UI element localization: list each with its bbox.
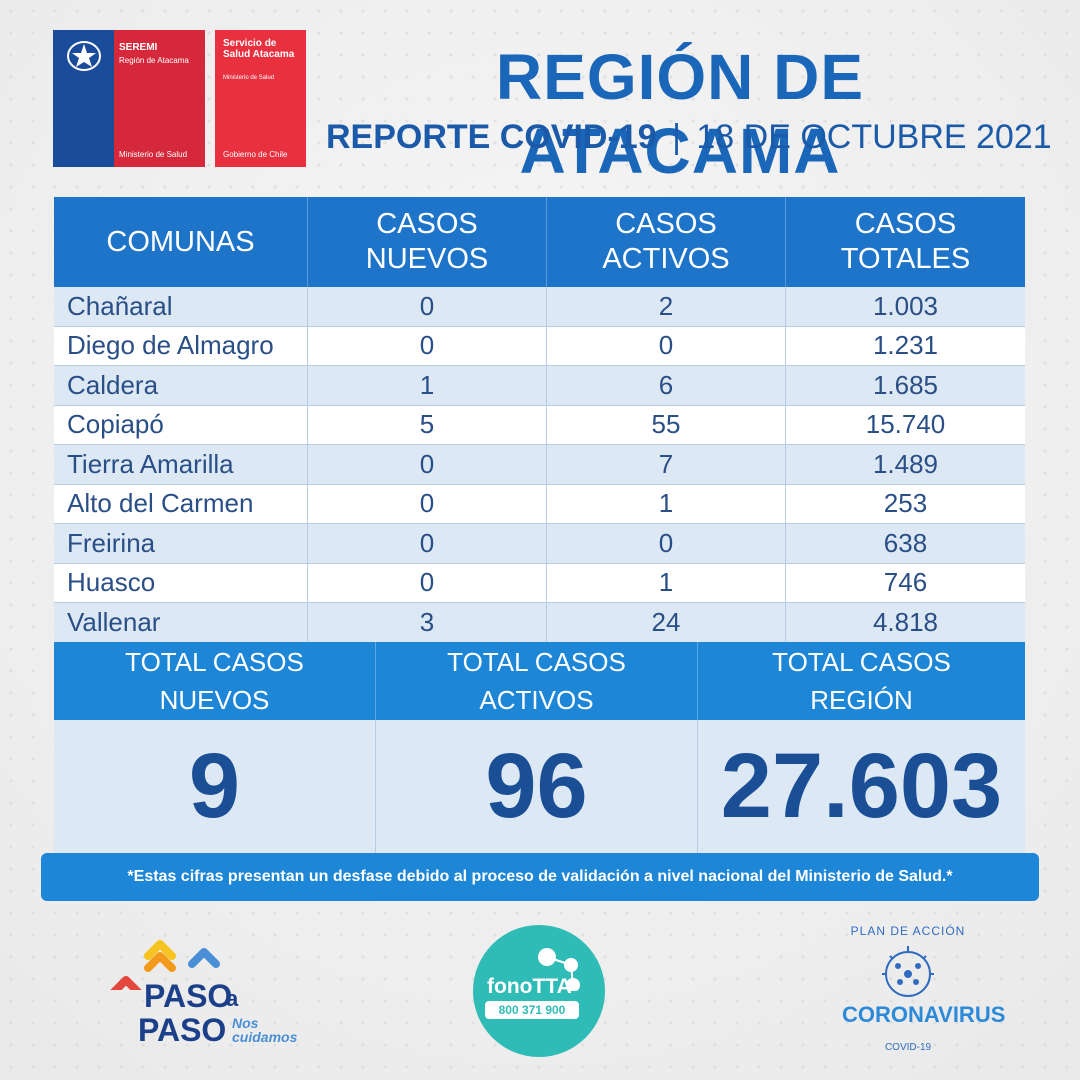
comuna-name: Freirina: [54, 524, 308, 563]
comuna-name: Tierra Amarilla: [54, 445, 308, 484]
casos-nuevos-cell: 0: [308, 484, 547, 523]
seremi-region: Región de Atacama: [119, 56, 189, 65]
casos-nuevos-cell: 0: [308, 445, 547, 484]
casos-totales-cell: 1.231: [872, 330, 939, 361]
col-casos-nuevos-label: CASOS NUEVOS: [365, 208, 489, 275]
plan-de-accion-text: PLAN DE ACCIÓN: [850, 924, 966, 938]
casos-nuevos-cell: 0: [308, 287, 547, 326]
report-date: 18 DE OCTUBRE 2021: [696, 118, 1052, 156]
total-region-value: 27.603: [720, 735, 1003, 837]
cuidamos-text: cuidamos: [232, 1029, 298, 1045]
totals-values: 9 96 27.603: [54, 720, 1025, 853]
servicio-gov: Gobierno de Chile: [223, 150, 288, 159]
paso-chevrons-icon: [110, 940, 220, 990]
total-activos-label-text: TOTAL CASOS ACTIVOS: [447, 647, 626, 715]
col-casos-activos-label: CASOS ACTIVOS: [602, 208, 730, 275]
col-comunas: COMUNAS: [54, 197, 308, 287]
casos-activos-cell: 1: [547, 563, 786, 602]
paso-a-paso-logo: PASO a PASO Nos cuidamos: [108, 930, 318, 1060]
table-row: Chañaral 0 2 1.003: [54, 287, 1025, 327]
total-region-label-text: TOTAL CASOS REGIÓN: [772, 647, 951, 715]
subtitle-separator: |: [672, 118, 681, 156]
casos-activos-cell: 24: [547, 603, 786, 642]
casos-totales-cell: 15.740: [865, 409, 946, 440]
total-nuevos-label: TOTAL CASOS NUEVOS: [54, 642, 376, 720]
casos-activos-cell: 0: [547, 326, 786, 365]
disclaimer-note: *Estas cifras presentan un desfase debid…: [41, 853, 1039, 901]
table-row: Diego de Almagro 0 0 1.231: [54, 326, 1025, 366]
table-row: Caldera 1 6 1.685: [54, 366, 1025, 406]
total-nuevos-label-text: TOTAL CASOS NUEVOS: [125, 647, 304, 715]
nos-cuidamos: Nos cuidamos: [232, 1016, 297, 1044]
coronavirus-text: CORONAVIRUS: [842, 1002, 1006, 1027]
casos-activos-cell: 2: [547, 287, 786, 326]
casos-activos-cell: 0: [547, 524, 786, 563]
total-activos-value: 96: [376, 720, 698, 853]
servicio-sub: Ministerio de Salud: [223, 75, 275, 81]
col-casos-totales-label: CASOS TOTALES: [840, 208, 971, 275]
casos-activos-cell: 6: [547, 366, 786, 405]
casos-activos-cell: 1: [547, 484, 786, 523]
table-row: Copiapó 5 55 15.740: [54, 405, 1025, 445]
casos-nuevos-cell: 0: [308, 326, 547, 365]
phone-network-icon: [538, 948, 580, 991]
seremi-logo: SEREMI Región de Atacama Ministerio de S…: [53, 30, 205, 167]
servicio-salud-logo: Servicio de Salud Atacama Ministerio de …: [215, 30, 306, 167]
casos-nuevos-cell: 3: [308, 603, 547, 642]
comuna-name: Chañaral: [54, 287, 308, 326]
paso-word-2: PASO: [138, 1012, 227, 1048]
col-casos-totales: CASOS TOTALES: [786, 197, 1025, 287]
paso-word-1: PASO: [144, 978, 233, 1014]
seremi-ministry: Ministerio de Salud: [119, 150, 188, 159]
casos-totales-cell: 4.818: [872, 606, 939, 637]
page-subtitle: REPORTE COVID-19 | 18 DE OCTUBRE 2021: [326, 118, 1052, 157]
totals-header: TOTAL CASOS NUEVOS TOTAL CASOS ACTIVOS T…: [54, 642, 1025, 720]
casos-totales-cell: 1.003: [872, 290, 939, 321]
fonotta-brand: fonoTTA: [487, 975, 572, 998]
seremi-title: SEREMI: [119, 42, 158, 53]
table-row: Tierra Amarilla 0 7 1.489: [54, 445, 1025, 485]
col-casos-activos: CASOS ACTIVOS: [547, 197, 786, 287]
casos-totales-cell: 1.685: [872, 369, 939, 400]
nos-text: Nos: [232, 1015, 259, 1031]
fonotta-phone: 800 371 900: [485, 1001, 579, 1019]
casos-totales-cell: 638: [883, 527, 928, 558]
total-region-label: TOTAL CASOS REGIÓN: [698, 642, 1025, 720]
fonotta-logo: fonoTTA 800 371 900: [473, 925, 605, 1057]
casos-nuevos-cell: 0: [308, 524, 547, 563]
paso-a: a: [226, 986, 239, 1011]
total-activos-label: TOTAL CASOS ACTIVOS: [376, 642, 698, 720]
table-row: Huasco 0 1 746: [54, 563, 1025, 603]
casos-totales-cell: 1.489: [872, 448, 939, 479]
virus-icon: [882, 946, 934, 997]
table-row: Vallenar 3 24 4.818: [54, 603, 1025, 643]
comunas-table: COMUNAS CASOS NUEVOS CASOS ACTIVOS CASOS…: [54, 197, 1025, 643]
servicio-title: Servicio de Salud Atacama: [223, 38, 295, 60]
comuna-name: Alto del Carmen: [54, 484, 308, 523]
comuna-name: Diego de Almagro: [54, 326, 308, 365]
covid-text: COVID-19: [884, 1042, 932, 1053]
comuna-name: Vallenar: [54, 603, 308, 642]
table-header: COMUNAS CASOS NUEVOS CASOS ACTIVOS CASOS…: [54, 197, 1025, 287]
report-label: REPORTE COVID-19: [326, 118, 657, 156]
casos-nuevos-cell: 0: [308, 563, 547, 602]
comuna-name: Caldera: [54, 366, 308, 405]
casos-activos-cell: 55: [547, 405, 786, 444]
plan-coronavirus-logo: PLAN DE ACCIÓN CORONAVIRUS COVID-19: [838, 918, 1006, 1063]
casos-totales-cell: 253: [883, 488, 928, 519]
table-row: Freirina 0 0 638: [54, 524, 1025, 564]
total-nuevos-value: 9: [54, 720, 376, 853]
totals-panel: TOTAL CASOS NUEVOS TOTAL CASOS ACTIVOS T…: [54, 642, 1025, 853]
casos-totales-cell: 746: [883, 567, 928, 598]
page-title: REGIÓN DE ATACAMA: [495, 41, 865, 187]
comuna-name: Huasco: [54, 563, 308, 602]
casos-nuevos-cell: 5: [308, 405, 547, 444]
casos-activos-cell: 7: [547, 445, 786, 484]
chile-seal-icon: [67, 41, 101, 71]
comuna-name: Copiapó: [54, 405, 308, 444]
table-body: Chañaral 0 2 1.003 Diego de Almagro 0 0 1.231 Ca…: [54, 287, 1025, 643]
col-casos-nuevos: CASOS NUEVOS: [308, 197, 547, 287]
casos-nuevos-cell: 1: [308, 366, 547, 405]
table-row: Alto del Carmen 0 1 253: [54, 484, 1025, 524]
